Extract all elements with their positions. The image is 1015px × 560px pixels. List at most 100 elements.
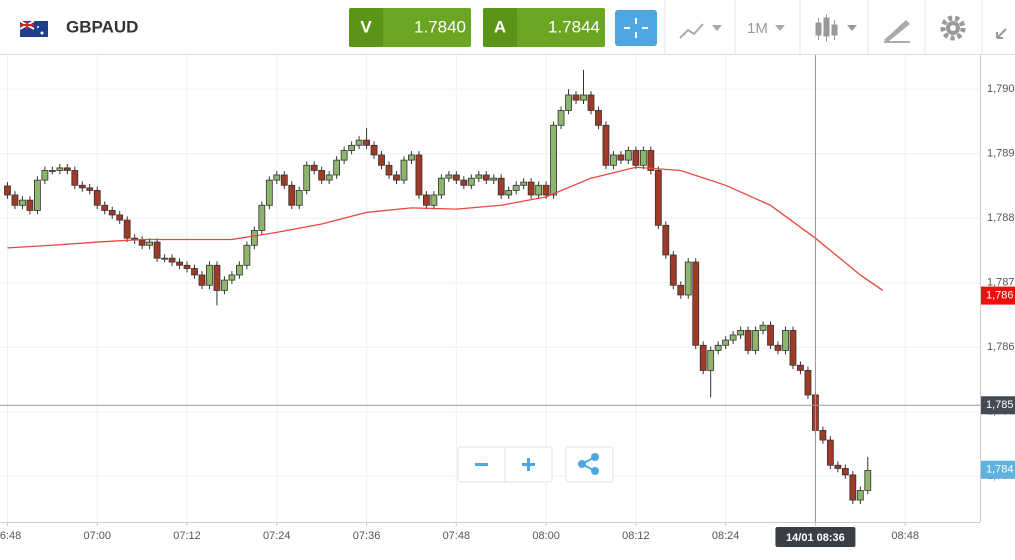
candle-body [378,154,385,166]
candle-body [355,139,363,146]
candle-body [647,150,655,171]
candle-body [325,174,333,181]
candle-body [639,150,647,166]
candle-body [430,194,438,206]
candle-body [512,184,520,191]
candle-body [610,154,617,166]
candle-body [767,324,774,346]
candle-body [602,124,610,166]
candle-body [86,187,94,191]
candle-body [864,469,872,491]
candle-body [213,264,221,291]
candle-body [206,264,213,286]
candle-style-button[interactable] [815,14,857,42]
toolbar-dividers [664,0,983,54]
price-tag-label: 1,785 [986,399,1014,411]
candle-body [168,257,176,263]
plot-marks [4,69,884,504]
candle-body [221,279,228,291]
candle-body [692,261,700,346]
candle-body [318,170,326,181]
candle-body [505,190,513,196]
candle-body [56,167,64,171]
moving-average [7,166,884,291]
candle-body [467,177,475,186]
share-button[interactable] [565,446,614,483]
candle-body [108,210,116,216]
draw-button[interactable] [884,20,910,43]
candle-body [445,174,453,179]
price-tag [981,396,1015,415]
candle-body [632,150,640,166]
candle-body [48,170,56,172]
candle-body [71,170,79,186]
candle-body [153,241,161,259]
candle-body [400,159,408,181]
candle-body [348,144,356,151]
candle-body [782,330,789,351]
buy-button[interactable]: A 1.7844 [483,8,605,47]
candle-body [101,204,109,211]
candle-body [295,190,303,206]
candle-body [333,159,341,176]
candle-body [41,170,49,181]
candle-body [587,94,595,111]
candle-body [595,110,602,126]
candle-body [176,261,183,266]
zoom-in-button[interactable] [522,458,535,471]
candle-body [198,274,206,286]
candle-body [63,167,71,171]
candle-body [535,184,543,196]
candle-body [482,174,490,181]
candle-body [250,230,258,246]
crosshair-time-label: 14/01 08:36 [786,532,845,544]
sell-letter: V [360,17,372,36]
x-tick-label: 08:00 [532,530,560,542]
y-tick-label: 1,786 [987,341,1015,353]
candle-body [183,264,191,269]
timeframe: 1M [747,20,768,37]
timeframe-button[interactable]: 1M [747,20,785,37]
candle-body [714,344,722,351]
candle-body [243,244,251,266]
candle-body [677,284,685,296]
zoom-controls [457,446,614,483]
candle-body [497,177,505,196]
candle-body [722,339,730,346]
crosshair-button[interactable] [615,10,657,46]
candle-body [303,164,311,191]
x-tick-label: 07:24 [263,530,291,542]
candle-body [385,164,393,176]
candle-body [228,274,236,281]
candle-body [273,174,281,181]
price-tag-label: 1,786 [986,290,1014,302]
candle-body [408,154,415,161]
candle-body [797,364,804,371]
candle-body [452,174,460,181]
candle-body [138,239,146,246]
y-tick-label: 1,787 [987,277,1015,289]
candle-body [4,185,11,196]
candle-body [11,194,19,206]
fullscreen-button[interactable] [996,28,1007,39]
chart-type-button[interactable] [679,23,722,39]
candle-body [752,330,759,351]
candle-body [475,174,483,179]
x-tick-label: 08:24 [712,530,740,542]
x-tick-label: 06:48 [0,530,21,542]
flag [19,20,48,37]
x-tick-label: 08:12 [622,530,650,542]
settings-button[interactable] [940,15,966,41]
candle-body [707,350,715,371]
candle-body [856,489,864,501]
candle-body [565,94,572,111]
candle-body [542,184,550,196]
x-tick-label: 07:12 [173,530,201,542]
candle-body [826,439,834,466]
sell-button[interactable]: V 1.7840 [349,8,471,47]
candle-body [437,177,445,196]
price-tag-label: 1,784 [986,464,1014,476]
candle-body [819,430,827,441]
candle-body [527,181,535,196]
buy-letter: A [494,17,506,36]
